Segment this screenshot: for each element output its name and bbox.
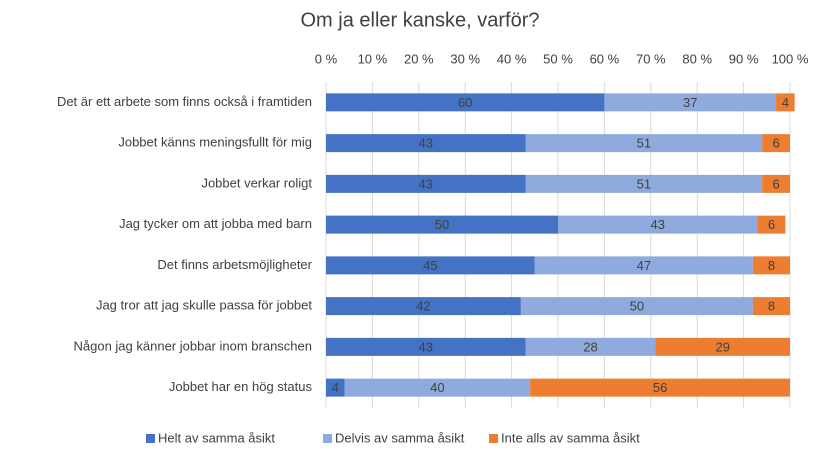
legend-swatch bbox=[323, 434, 332, 443]
bar-segment bbox=[326, 134, 526, 153]
bar-segment bbox=[326, 215, 558, 234]
bar-segment bbox=[776, 93, 795, 112]
data-label: 47 bbox=[637, 258, 651, 273]
bar-segment bbox=[762, 174, 790, 193]
bar-segment bbox=[344, 378, 531, 397]
data-label: 4 bbox=[782, 95, 789, 110]
legend-swatch bbox=[489, 434, 498, 443]
data-label: 51 bbox=[637, 136, 651, 151]
y-tick-label: Det är ett arbete som finns också i fram… bbox=[57, 94, 312, 109]
legend-label: Delvis av samma åsikt bbox=[335, 430, 465, 445]
bar-segment bbox=[326, 256, 535, 275]
legend-label: Helt av samma åsikt bbox=[158, 430, 275, 445]
x-tick-label: 90 % bbox=[729, 51, 759, 66]
y-tick-label: Det finns arbetsmöjligheter bbox=[157, 257, 312, 272]
data-label: 50 bbox=[630, 299, 644, 314]
x-tick-label: 40 % bbox=[497, 51, 527, 66]
bar-segment bbox=[326, 337, 526, 356]
data-label: 6 bbox=[772, 176, 779, 191]
data-label: 8 bbox=[768, 258, 775, 273]
data-label: 42 bbox=[416, 299, 430, 314]
bar-segment bbox=[752, 256, 790, 275]
data-label: 6 bbox=[772, 136, 779, 151]
bar-segment bbox=[520, 297, 753, 316]
x-tick-label: 80 % bbox=[682, 51, 712, 66]
bar-segment bbox=[525, 174, 763, 193]
x-tick-label: 0 % bbox=[315, 51, 338, 66]
y-tick-label: Jag tror att jag skulle passa för jobbet bbox=[96, 298, 312, 313]
data-label: 43 bbox=[419, 136, 433, 151]
data-label: 50 bbox=[435, 217, 449, 232]
data-label: 6 bbox=[768, 217, 775, 232]
data-label: 51 bbox=[637, 176, 651, 191]
x-tick-label: 60 % bbox=[590, 51, 620, 66]
x-tick-label: 20 % bbox=[404, 51, 434, 66]
data-label: 43 bbox=[419, 339, 433, 354]
x-tick-label: 100 % bbox=[772, 51, 809, 66]
bar-segment bbox=[534, 256, 753, 275]
bar-segment bbox=[525, 134, 763, 153]
x-tick-label: 50 % bbox=[543, 51, 573, 66]
y-tick-label: Jobbet verkar roligt bbox=[201, 175, 312, 190]
data-label: 29 bbox=[715, 339, 729, 354]
bar-segment bbox=[655, 337, 790, 356]
data-label: 8 bbox=[768, 299, 775, 314]
bar-segment bbox=[762, 134, 790, 153]
x-tick-label: 70 % bbox=[636, 51, 666, 66]
bar-segment bbox=[326, 297, 521, 316]
data-label: 60 bbox=[458, 95, 472, 110]
data-label: 56 bbox=[653, 380, 667, 395]
bar-segment bbox=[326, 378, 345, 397]
y-tick-label: Någon jag känner jobbar inom branschen bbox=[74, 338, 313, 353]
data-label: 43 bbox=[651, 217, 665, 232]
data-label: 43 bbox=[419, 176, 433, 191]
bar-segment bbox=[326, 93, 605, 112]
bar-segment bbox=[757, 215, 786, 234]
bar-segment bbox=[525, 337, 656, 356]
x-tick-label: 10 % bbox=[358, 51, 388, 66]
bar-segment bbox=[326, 174, 526, 193]
y-tick-label: Jobbet känns meningsfullt för mig bbox=[118, 135, 312, 150]
bar-segment bbox=[558, 215, 758, 234]
data-label: 28 bbox=[583, 339, 597, 354]
bar-segment bbox=[604, 93, 777, 112]
y-tick-label: Jag tycker om att jobba med barn bbox=[119, 216, 312, 231]
data-label: 4 bbox=[332, 380, 339, 395]
data-label: 45 bbox=[423, 258, 437, 273]
bar-segment bbox=[752, 297, 790, 316]
data-label: 40 bbox=[430, 380, 444, 395]
x-tick-label: 30 % bbox=[450, 51, 480, 66]
legend-label: Inte alls av samma åsikt bbox=[501, 430, 640, 445]
data-label: 37 bbox=[683, 95, 697, 110]
bar-segment bbox=[530, 378, 790, 397]
chart-title: Om ja eller kanske, varför? bbox=[301, 9, 540, 31]
y-tick-label: Jobbet har en hög status bbox=[169, 379, 313, 394]
legend-swatch bbox=[146, 434, 155, 443]
